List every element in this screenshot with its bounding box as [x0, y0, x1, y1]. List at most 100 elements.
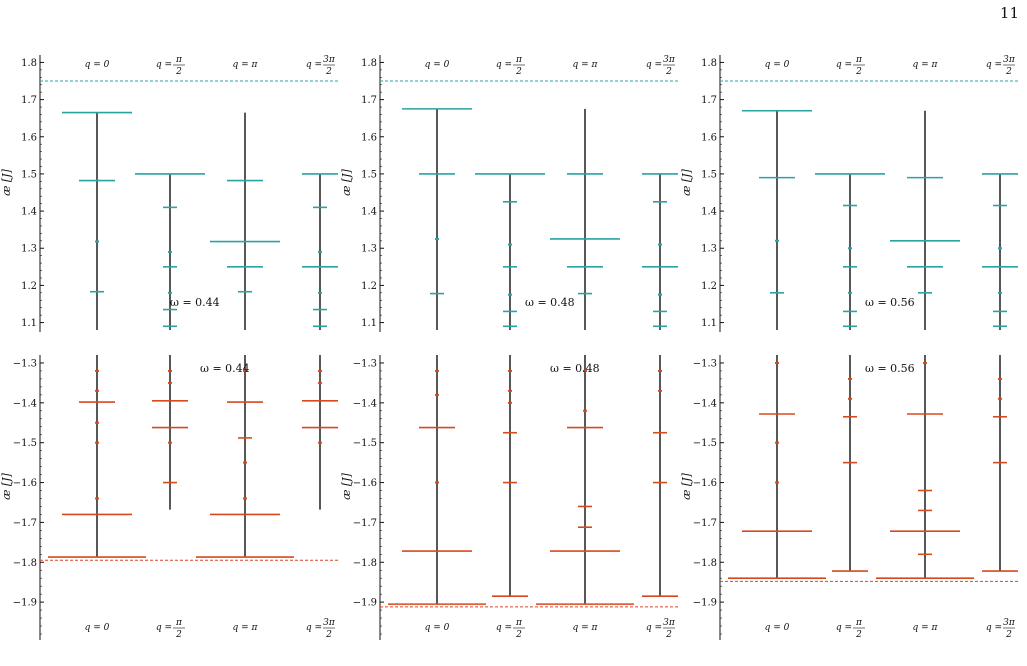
- q-label-denominator: 2: [855, 630, 862, 640]
- q-label-numerator: π: [515, 618, 523, 628]
- stem-group: [982, 355, 1018, 572]
- y-tick-label: −1.4: [13, 398, 37, 409]
- omega-label: ω = 0.56: [865, 362, 915, 375]
- q-label: q =: [156, 623, 172, 633]
- q-label-numerator: 3π: [663, 55, 676, 65]
- y-axis-label: æ [J]: [0, 472, 13, 500]
- omega-label: ω = 0.48: [550, 362, 600, 375]
- y-tick-label: 1.6: [701, 132, 717, 143]
- q-label-denominator: 2: [175, 630, 182, 640]
- y-tick-label: 1.4: [701, 207, 717, 218]
- q-label: q =: [986, 60, 1002, 70]
- stem-group: [642, 355, 678, 597]
- panel-lower-3: −1.3 −1.4 −1.5 −1.6 −1.7 −1.8 −1.9 æ [J] q = 0 q …: [680, 355, 1020, 640]
- y-tick-label: −1.5: [13, 438, 37, 449]
- q-label-denominator: 2: [1005, 630, 1012, 640]
- q-label-numerator: π: [175, 55, 183, 65]
- q-label: q = π: [233, 623, 259, 633]
- q-label-numerator: π: [175, 618, 183, 628]
- y-tick-label: −1.3: [13, 358, 37, 369]
- q-label: q = 0: [85, 623, 110, 633]
- panel-upper-3: 1.1 1.2 1.3 1.4 1.5 1.6 1.7 1.8 æ [J] q = 0 q = π 2…: [680, 55, 1020, 332]
- q-label: q =: [306, 623, 322, 633]
- stem-group: [728, 355, 826, 580]
- q-label: q =: [496, 60, 512, 70]
- stem-group: [402, 108, 472, 330]
- stem-group: [876, 355, 974, 580]
- q-label: q = π: [913, 60, 939, 70]
- stem-group: [642, 173, 678, 330]
- stem-group: [302, 173, 338, 330]
- y-tick-label: 1.3: [21, 244, 37, 255]
- y-tick-label: 1.8: [701, 58, 717, 69]
- y-tick-label: −1.7: [13, 518, 37, 529]
- stem-group: [890, 110, 960, 330]
- y-tick-label: 1.3: [361, 244, 377, 255]
- q-label-denominator: 2: [855, 67, 862, 77]
- stem-group: [492, 355, 528, 597]
- q-label-denominator: 2: [515, 630, 522, 640]
- y-axis-label: æ [J]: [680, 168, 693, 196]
- y-tick-label: −1.5: [693, 438, 717, 449]
- y-tick-label: −1.7: [353, 518, 377, 529]
- y-axis-label: æ [J]: [340, 472, 353, 500]
- q-label: q = 0: [765, 623, 790, 633]
- y-tick-label: −1.9: [353, 598, 377, 609]
- y-tick-label: 1.1: [701, 318, 717, 329]
- q-label: q =: [986, 623, 1002, 633]
- y-tick-label: −1.4: [693, 398, 717, 409]
- q-label: q = π: [573, 623, 599, 633]
- q-label-denominator: 2: [175, 67, 182, 77]
- y-axis-label: æ [J]: [680, 472, 693, 500]
- stem-group: [832, 355, 868, 572]
- q-label: q = 0: [765, 60, 790, 70]
- stem-group: [48, 355, 146, 558]
- stem-group: [982, 173, 1018, 330]
- q-label: q = π: [573, 60, 599, 70]
- q-label: q = π: [913, 623, 939, 633]
- y-tick-label: −1.8: [353, 558, 377, 569]
- y-tick-label: 1.5: [21, 169, 37, 180]
- y-tick-label: −1.6: [353, 478, 377, 489]
- q-label: q = 0: [85, 60, 110, 70]
- y-tick-label: 1.5: [361, 169, 377, 180]
- y-tick-label: 1.8: [361, 58, 377, 69]
- q-label-denominator: 2: [515, 67, 522, 77]
- q-label-denominator: 2: [1005, 67, 1012, 77]
- y-tick-label: −1.4: [353, 398, 377, 409]
- q-label-numerator: 3π: [323, 55, 336, 65]
- q-label-denominator: 2: [665, 67, 672, 77]
- y-tick-label: −1.8: [13, 558, 37, 569]
- y-tick-label: 1.1: [361, 318, 377, 329]
- y-tick-label: 1.5: [701, 169, 717, 180]
- y-tick-label: −1.3: [693, 358, 717, 369]
- y-tick-label: 1.6: [21, 132, 37, 143]
- omega-label: ω = 0.44: [200, 362, 250, 375]
- y-tick-label: 1.7: [361, 95, 377, 106]
- y-tick-label: 1.8: [21, 58, 37, 69]
- omega-label: ω = 0.44: [170, 296, 220, 309]
- y-tick-label: 1.2: [361, 281, 377, 292]
- omega-label: ω = 0.56: [865, 296, 915, 309]
- stem-group: [388, 355, 486, 605]
- omega-label: ω = 0.48: [525, 296, 575, 309]
- q-label: q = π: [233, 60, 259, 70]
- y-axis-label: æ [J]: [340, 168, 353, 196]
- stem-group: [550, 108, 620, 330]
- stem-group: [62, 111, 132, 330]
- q-label-numerator: π: [515, 55, 523, 65]
- q-label: q =: [646, 623, 662, 633]
- stem-group: [302, 355, 338, 510]
- stem-group: [536, 355, 634, 605]
- panel-lower-1: −1.3 −1.4 −1.5 −1.6 −1.7 −1.8 −1.9 æ [J] q = 0 q …: [0, 355, 340, 640]
- y-tick-label: −1.9: [693, 598, 717, 609]
- q-label-numerator: 3π: [663, 618, 676, 628]
- y-tick-label: 1.3: [701, 244, 717, 255]
- y-tick-label: −1.6: [693, 478, 717, 489]
- stem-group: [210, 112, 280, 330]
- panel-lower-2: −1.3 −1.4 −1.5 −1.6 −1.7 −1.8 −1.9 æ [J] q = 0 q …: [340, 355, 680, 640]
- q-label: q =: [836, 623, 852, 633]
- panel-upper-2: 1.1 1.2 1.3 1.4 1.5 1.6 1.7 1.8 æ [J] q = 0 q = π 2…: [340, 55, 680, 332]
- panel-upper-1: 1.1 1.2 1.3 1.4 1.5 1.6 1.7 1.8 æ [J] q = 0 q = π 2…: [0, 55, 340, 332]
